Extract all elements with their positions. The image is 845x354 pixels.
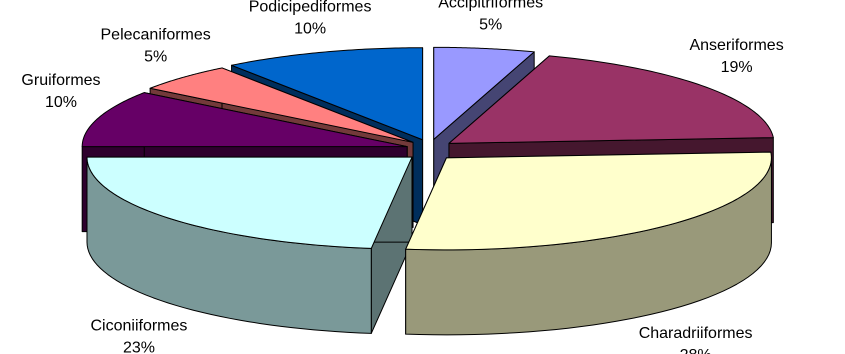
pie-labels: Accipitriformes 5% Anseriformes 19% Charadri…: [21, 0, 783, 354]
slice-label-percent: 23%: [123, 339, 155, 354]
slice-label-percent: 5%: [479, 17, 502, 34]
slice-label-name: Anseriformes: [689, 37, 783, 54]
slice-label-name: Podicipediformes: [249, 0, 372, 16]
slice-label-percent: 10%: [294, 21, 326, 38]
pie-slice-top: [149, 67, 414, 143]
pie-slice-top: [433, 46, 535, 140]
slice-label-name: Gruiformes: [21, 72, 100, 89]
slice-label-name: Accipitriformes: [438, 0, 543, 12]
slice-label-name: Ciconiiformes: [90, 317, 187, 334]
pie-slice-top: [86, 156, 413, 249]
pie-slice-charadriiformes: [405, 151, 772, 336]
slice-label-name: Pelecaniformes: [101, 27, 211, 44]
pie-slice-ciconiiformes: [86, 156, 413, 334]
slice-label-name: Charadriiformes: [639, 325, 753, 342]
slice-label-percent: 28%: [680, 347, 712, 354]
pie-slice-top: [448, 55, 774, 144]
slice-label-percent: 5%: [144, 49, 167, 66]
pie-slice-top: [81, 92, 408, 148]
slice-label-percent: 10%: [45, 94, 77, 111]
slice-label-percent: 19%: [721, 59, 753, 76]
pie-slice-top: [231, 47, 424, 141]
pie-slice-top: [405, 151, 772, 251]
pie-slices: [81, 46, 774, 336]
